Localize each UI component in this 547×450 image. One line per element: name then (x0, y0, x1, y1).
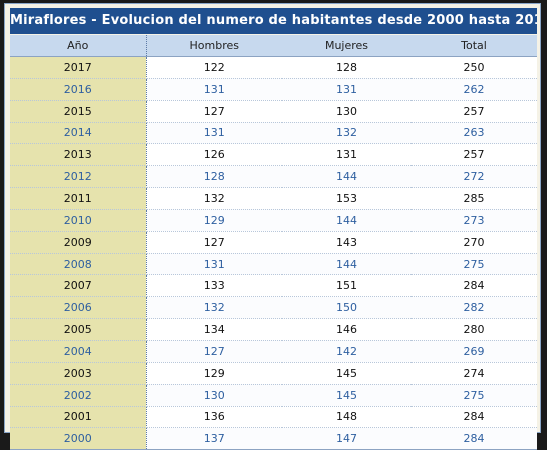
table-row: 2007 133 151 284 (10, 274, 537, 298)
table-row: 2009 127 143 270 (10, 231, 537, 254)
cell-hombres: 122 (146, 56, 282, 79)
cell-year: 2006 (10, 296, 147, 320)
cell-year: 2009 (10, 231, 147, 254)
cell-year: 2007 (10, 274, 147, 298)
cell-hombres: 131 (146, 122, 282, 145)
cell-total: 257 (411, 143, 537, 167)
cell-total: 273 (411, 209, 537, 232)
table-row: 2017 122 128 250 (10, 56, 537, 79)
cell-mujeres: 145 (282, 362, 411, 385)
cell-hombres: 132 (146, 296, 282, 320)
cell-mujeres: 153 (282, 187, 411, 210)
table-row: 2003 129 145 274 (10, 362, 537, 385)
cell-total: 262 (411, 78, 537, 101)
header-mujeres[interactable]: Mujeres (282, 35, 411, 57)
cell-hombres: 131 (146, 78, 282, 101)
cell-total: 284 (411, 427, 537, 450)
cell-total: 275 (411, 253, 537, 276)
cell-year: 2012 (10, 165, 147, 189)
cell-mujeres: 143 (282, 231, 411, 254)
cell-year: 2010 (10, 209, 147, 232)
cell-hombres: 129 (146, 209, 282, 232)
population-table: Año Hombres Mujeres Total 2017 122 128 250 2… (10, 35, 537, 450)
cell-total: 272 (411, 165, 537, 189)
table-row: 2008 131 144 275 (10, 253, 537, 276)
cell-year: 2016 (10, 78, 147, 101)
cell-mujeres: 147 (282, 427, 411, 450)
cell-mujeres: 150 (282, 296, 411, 320)
table-row: 2015 127 130 257 (10, 100, 537, 123)
cell-mujeres: 144 (282, 165, 411, 189)
table-row: 2016 131 131 262 (10, 78, 537, 101)
cell-year: 2004 (10, 340, 147, 363)
cell-mujeres: 148 (282, 406, 411, 429)
cell-hombres: 127 (146, 231, 282, 254)
cell-mujeres: 145 (282, 384, 411, 407)
cell-mujeres: 142 (282, 340, 411, 363)
cell-year: 2015 (10, 100, 147, 123)
cell-mujeres: 144 (282, 209, 411, 232)
cell-hombres: 137 (146, 427, 282, 450)
cell-hombres: 126 (146, 143, 282, 167)
cell-mujeres: 128 (282, 56, 411, 79)
cell-hombres: 128 (146, 165, 282, 189)
cell-total: 263 (411, 122, 537, 145)
cell-mujeres: 130 (282, 100, 411, 123)
table-row: 2004 127 142 269 (10, 340, 537, 363)
cell-mujeres: 131 (282, 143, 411, 167)
cell-year: 2000 (10, 427, 147, 450)
cell-hombres: 130 (146, 384, 282, 407)
table-row: 2002 130 145 275 (10, 384, 537, 407)
table-frame: Miraflores - Evolucion del numero de hab… (4, 3, 541, 450)
cell-hombres: 136 (146, 406, 282, 429)
cell-year: 2013 (10, 143, 147, 167)
cell-total: 269 (411, 340, 537, 363)
cell-total: 284 (411, 274, 537, 298)
cell-hombres: 127 (146, 340, 282, 363)
table-row: 2000 137 147 284 (10, 427, 537, 450)
cell-mujeres: 144 (282, 253, 411, 276)
cell-total: 250 (411, 56, 537, 79)
table-row: 2014 131 132 263 (10, 122, 537, 145)
cell-hombres: 133 (146, 274, 282, 298)
table-row: 2011 132 153 285 (10, 187, 537, 210)
cell-hombres: 131 (146, 253, 282, 276)
cell-year: 2001 (10, 406, 147, 429)
table-row: 2012 128 144 272 (10, 165, 537, 189)
cell-total: 274 (411, 362, 537, 385)
cell-mujeres: 132 (282, 122, 411, 145)
cell-mujeres: 131 (282, 78, 411, 101)
header-total[interactable]: Total (411, 35, 537, 57)
table-row: 2010 129 144 273 (10, 209, 537, 232)
table-row: 2006 132 150 282 (10, 296, 537, 320)
cell-year: 2008 (10, 253, 147, 276)
cell-mujeres: 151 (282, 274, 411, 298)
cell-hombres: 134 (146, 318, 282, 341)
cell-mujeres: 146 (282, 318, 411, 341)
cell-hombres: 129 (146, 362, 282, 385)
header-row: Año Hombres Mujeres Total (10, 35, 537, 57)
cell-year: 2014 (10, 122, 147, 145)
cell-hombres: 127 (146, 100, 282, 123)
cell-year: 2005 (10, 318, 147, 341)
header-hombres[interactable]: Hombres (146, 35, 282, 57)
table-row: 2013 126 131 257 (10, 143, 537, 167)
table-row: 2005 134 146 280 (10, 318, 537, 341)
cell-total: 284 (411, 406, 537, 429)
cell-total: 257 (411, 100, 537, 123)
cell-year: 2017 (10, 56, 147, 79)
cell-total: 285 (411, 187, 537, 210)
cell-year: 2011 (10, 187, 147, 210)
cell-total: 280 (411, 318, 537, 341)
table-title: Miraflores - Evolucion del numero de hab… (10, 8, 537, 34)
cell-year: 2002 (10, 384, 147, 407)
cell-year: 2003 (10, 362, 147, 385)
header-year[interactable]: Año (10, 35, 147, 57)
table-row: 2001 136 148 284 (10, 406, 537, 429)
cell-total: 282 (411, 296, 537, 320)
cell-total: 270 (411, 231, 537, 254)
cell-hombres: 132 (146, 187, 282, 210)
table-body: 2017 122 128 250 2016 131 131 262 2015 127 130 257 2… (10, 56, 537, 450)
cell-total: 275 (411, 384, 537, 407)
